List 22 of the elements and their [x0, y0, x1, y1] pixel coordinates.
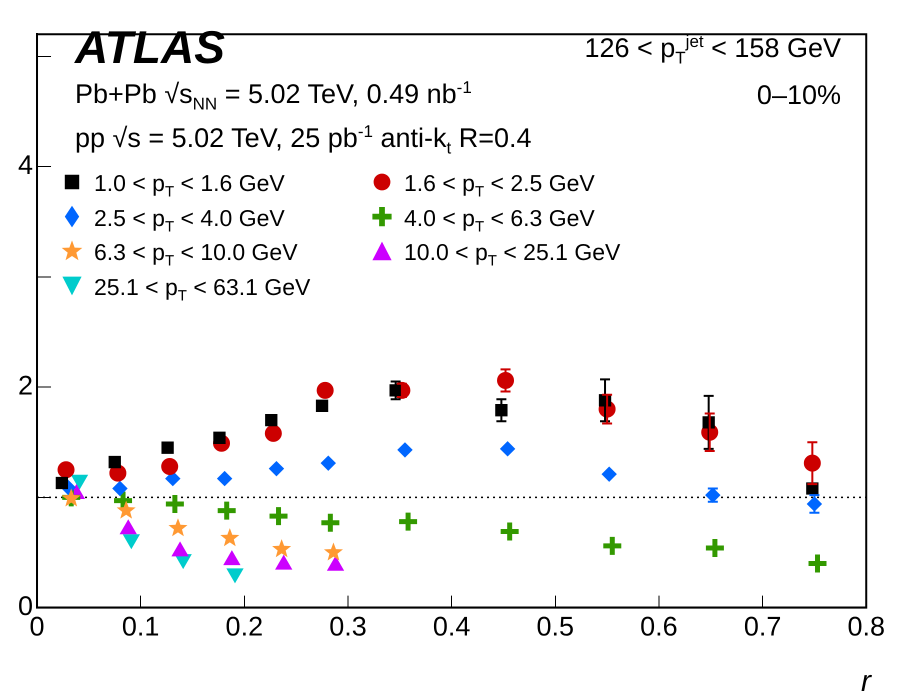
- annotation: Pb+Pb √s$_{NN}$ = 5.02 TeV, 0.49 nb$^{-1}$: [75, 78, 472, 114]
- annotation: pp √s = 5.02 TeV, 25 pb$^{-1}$ anti-k$_{t}$ R=0.4: [75, 122, 532, 158]
- x-tick-label: 0.5: [536, 611, 574, 642]
- x-tick-label: 0.1: [122, 611, 160, 642]
- legend-label: 1.0 < p$_{T}$ < 1.6 GeV: [94, 170, 285, 201]
- legend-label: 6.3 < p$_{T}$ < 10.0 GeV: [94, 239, 298, 270]
- legend-label: 10.0 < p$_{T}$ < 25.1 GeV: [404, 239, 620, 270]
- x-axis-title: r: [861, 665, 871, 699]
- legend-label: 4.0 < p$_{T}$ < 6.3 GeV: [404, 204, 595, 236]
- x-tick-label: 0.3: [329, 611, 367, 642]
- y-tick-label: 4: [18, 150, 34, 180]
- annotation: 0–10%: [756, 80, 841, 111]
- x-tick-label: 0.2: [226, 611, 264, 642]
- legend-label: 1.6 < p$_{T}$ < 2.5 GeV: [404, 170, 595, 201]
- annotation: 126 < p$_{T}$$^{jet}$ < 158 GeV: [584, 32, 841, 68]
- x-tick-label: 0.7: [744, 611, 782, 642]
- x-tick-label: 0.4: [432, 611, 470, 642]
- x-tick-label: 0.6: [640, 611, 678, 642]
- x-tick-label: 0.8: [847, 611, 886, 642]
- y-tick-label: 2: [18, 370, 34, 401]
- legend-label: 2.5 < p$_{T}$ < 4.0 GeV: [94, 204, 285, 236]
- legend-label: 25.1 < p$_{T}$ < 63.1 GeV: [94, 274, 310, 304]
